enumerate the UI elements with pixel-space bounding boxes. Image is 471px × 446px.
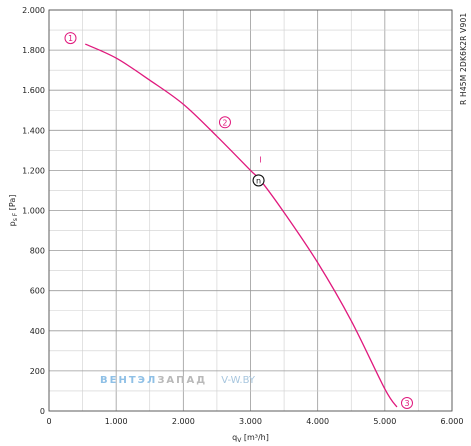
watermark-brand-part2: ЗАПАД <box>157 375 207 386</box>
annotation-circle <box>400 396 413 409</box>
x-tick-label: 1.000 <box>105 417 128 426</box>
x-axis-title: qV [m³/h] <box>232 433 269 444</box>
x-tick-label: 4.000 <box>306 417 329 426</box>
x-tick-label: 6.000 <box>441 417 464 426</box>
operating-point: n <box>252 174 265 187</box>
y-tick-label: 0 <box>40 407 45 416</box>
annotation-circle <box>64 32 77 45</box>
annotation-label: 1 <box>68 34 73 43</box>
y-axis-title: ps F [Pa] <box>8 195 19 227</box>
x-tick-label: 3.000 <box>239 417 262 426</box>
annotation-label: 3 <box>404 399 409 408</box>
series-line <box>85 43 398 408</box>
operating-point-circle <box>252 174 265 187</box>
y-tick-label: 2.000 <box>22 6 45 15</box>
curve-point-annotation: 1 <box>64 32 77 45</box>
y-tick-label: 600 <box>30 287 45 296</box>
x-tick-label: 5.000 <box>373 417 396 426</box>
series <box>85 43 398 408</box>
annotation-label: 2 <box>222 118 227 127</box>
y-tick-label: 1.800 <box>22 46 45 55</box>
watermark-url: V-W.BY <box>221 375 256 386</box>
plot-frame <box>48 9 453 412</box>
y-tick-label: 200 <box>30 367 45 376</box>
y-tick-label: 1.400 <box>22 126 45 135</box>
model-label: R H45M 2DK6K2R V901 <box>459 13 468 105</box>
x-tick-label: 0 <box>46 417 51 426</box>
x-tick-label: 2.000 <box>172 417 195 426</box>
y-tick-label: 1.600 <box>22 86 45 95</box>
y-tick-label: 800 <box>30 247 45 256</box>
operating-tick-mark: I <box>259 155 261 164</box>
annotations: 1 2 3 n I <box>64 32 413 409</box>
curve-point-annotation: 2 <box>218 116 231 129</box>
y-tick-label: 1.200 <box>22 166 45 175</box>
tick-labels: 0 1.000 2.000 3.000 4.000 5.000 6.000 0 200 400 60… <box>22 6 463 426</box>
operating-point-label: n <box>256 176 261 185</box>
y-tick-label: 1.000 <box>22 207 45 216</box>
curve-point-annotation: 3 <box>400 396 413 409</box>
watermark: ВЕНТЭЛЗАПАД V-W.BY <box>100 375 256 386</box>
watermark-brand-part1: ВЕНТЭЛ <box>100 375 157 386</box>
watermark-text: ВЕНТЭЛЗАПАД V-W.BY <box>100 375 256 386</box>
grid <box>48 9 453 412</box>
annotation-circle <box>218 116 231 129</box>
y-tick-label: 400 <box>30 327 45 336</box>
